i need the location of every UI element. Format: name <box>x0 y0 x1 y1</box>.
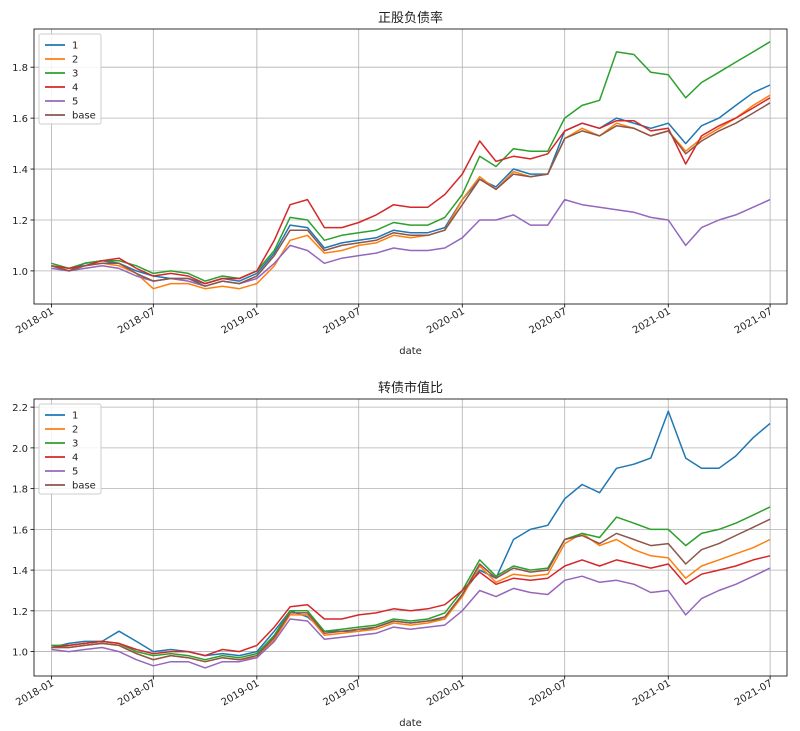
y-tick-label: 1.6 <box>12 525 28 536</box>
legend: 1 2 3 4 5 base <box>38 403 102 495</box>
series-line-3 <box>51 41 771 282</box>
y-tick-label: 1.8 <box>12 63 28 74</box>
series-line-base <box>51 102 771 287</box>
legend-label: 4 <box>72 453 78 464</box>
y-tick-label: 1.6 <box>12 114 28 125</box>
plot-frame <box>33 398 788 677</box>
legend-label: 4 <box>72 83 78 94</box>
y-tick-label: 1.2 <box>12 216 28 227</box>
y-tick-label: 2.0 <box>12 444 28 455</box>
chart-title: 转债市值比 <box>378 380 443 396</box>
series-line-3 <box>51 506 771 661</box>
x-axis-label: date <box>399 346 422 357</box>
series-line-5 <box>51 567 771 669</box>
legend-label: base <box>72 481 96 492</box>
legend-label: 1 <box>72 411 78 422</box>
legend-label: 5 <box>72 467 78 478</box>
series-line-base <box>51 518 771 663</box>
legend: 1 2 3 4 5 base <box>38 33 102 125</box>
y-tick-label: 1.2 <box>12 607 28 618</box>
y-tick-label: 1.0 <box>12 648 28 659</box>
chart-title: 正股负债率 <box>378 10 443 26</box>
plot-frame <box>33 28 788 305</box>
y-tick-label: 1.4 <box>12 566 28 577</box>
legend-label: 5 <box>72 97 78 108</box>
legend-label: base <box>72 111 96 122</box>
legend-label: 2 <box>72 55 78 66</box>
legend-label: 3 <box>72 69 78 80</box>
legend-label: 3 <box>72 439 78 450</box>
series-line-4 <box>51 555 771 657</box>
y-tick-label: 1.0 <box>12 267 28 278</box>
x-axis-label: date <box>399 718 422 729</box>
y-tick-label: 2.2 <box>12 403 28 414</box>
y-tick-label: 1.8 <box>12 485 28 496</box>
legend-label: 2 <box>72 425 78 436</box>
legend-label: 1 <box>72 41 78 52</box>
y-tick-label: 1.4 <box>12 165 28 176</box>
series-line-4 <box>51 97 771 285</box>
